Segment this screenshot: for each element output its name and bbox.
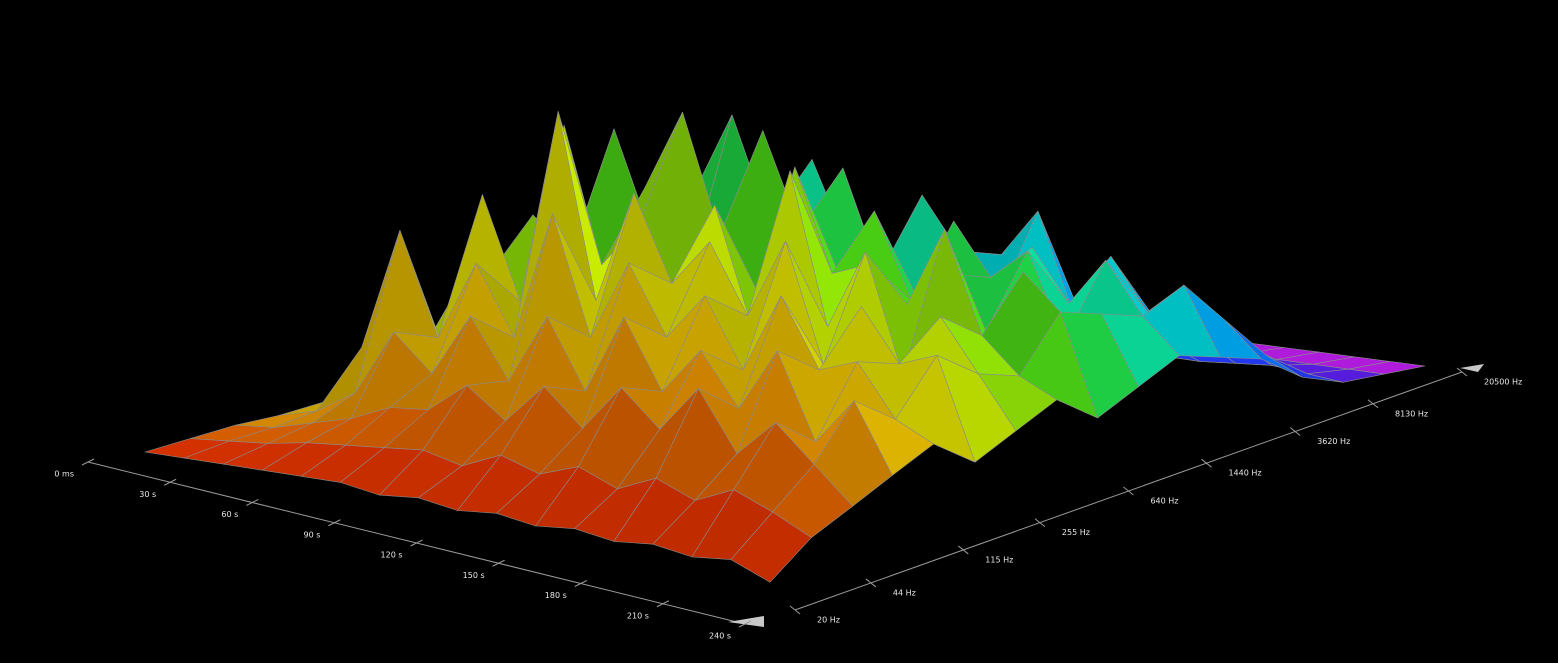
frequency-tick	[1456, 367, 1468, 377]
surface-cell	[730, 511, 812, 583]
frequency-axis-arrow	[1460, 364, 1484, 372]
time-tick	[656, 600, 670, 608]
time-tick	[328, 519, 341, 527]
frequency-tick	[789, 605, 801, 615]
time-tick	[410, 539, 423, 547]
frequency-tick-label: 44 Hz	[893, 588, 916, 597]
time-tick-label: 120 s	[381, 551, 403, 560]
frequency-tick-label: 640 Hz	[1150, 497, 1178, 506]
time-tick-label: 240 s	[709, 632, 731, 641]
frequency-tick-label: 1440 Hz	[1228, 469, 1261, 478]
frequency-tick-label: 115 Hz	[985, 555, 1013, 564]
frequency-tick	[1289, 427, 1301, 436]
time-tick-label: 60 s	[221, 510, 238, 519]
axes: 0 ms 30 s 60 s 90 s 120 s 150 s 180 s 210 s 240 …	[54, 367, 1522, 641]
time-tick-label: 210 s	[627, 611, 649, 620]
time-tick	[81, 458, 95, 466]
time-tick-label: 0 ms	[54, 470, 74, 479]
frequency-tick-label: 20500 Hz	[1484, 378, 1522, 387]
frequency-tick	[1367, 399, 1379, 409]
frequency-tick	[1123, 486, 1134, 496]
frequency-tick	[1201, 458, 1212, 468]
time-tick	[738, 620, 752, 628]
time-tick-label: 150 s	[463, 571, 485, 580]
time-tick	[492, 559, 505, 567]
surface	[144, 111, 1426, 583]
frequency-tick-label: 20 Hz	[817, 616, 840, 625]
time-tick-label: 90 s	[303, 530, 320, 539]
frequency-tick-label: 3620 Hz	[1317, 437, 1350, 446]
time-tick-label: 180 s	[545, 591, 567, 600]
frequency-tick	[865, 578, 877, 588]
frequency-tick-label: 8130 Hz	[1395, 409, 1428, 418]
time-tick	[163, 478, 177, 486]
frequency-tick-label: 255 Hz	[1062, 528, 1090, 537]
frequency-tick	[957, 545, 969, 555]
time-tick	[574, 580, 587, 587]
time-axis-arrow	[728, 616, 764, 627]
frequency-tick	[1034, 518, 1046, 527]
time-tick-label: 30 s	[139, 490, 156, 499]
time-tick	[246, 499, 259, 506]
